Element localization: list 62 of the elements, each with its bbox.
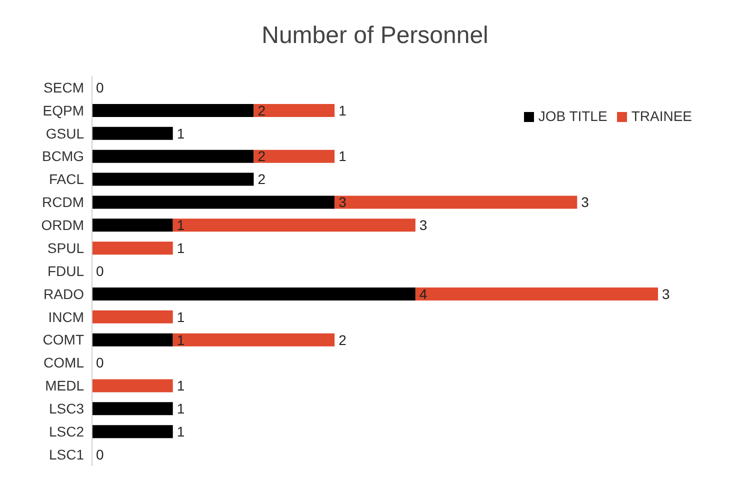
data-label: 0 [96,354,104,371]
y-tick-label: COML [44,354,84,371]
y-tick-label: SECM [44,79,84,96]
data-label: 1 [176,125,185,142]
bar [92,287,416,300]
bar [92,333,173,346]
bar [92,172,254,186]
data-label: 2 [258,171,266,188]
bar [334,196,578,209]
y-tick-label: LSC3 [48,400,84,417]
data-label: 2 [338,332,347,348]
bar [172,218,416,232]
y-tick-label: COMT [42,332,84,348]
data-label: 1 [176,240,185,256]
data-label: 4 [419,286,428,302]
y-tick-label: FACL [48,171,84,188]
data-label: 1 [176,332,185,348]
data-label: 1 [338,102,347,118]
bar [92,379,173,392]
data-label: 1 [176,217,185,234]
bar [415,287,658,300]
y-tick-label: BCMG [42,148,84,164]
bar [92,126,173,140]
data-label: 1 [176,308,185,325]
y-tick-label: MEDL [45,378,84,394]
bar [92,150,254,163]
bar [92,196,335,209]
legend-label: TRAINEE [631,108,692,124]
y-tick-label: ORDM [41,217,84,234]
legend-label: JOB TITLE [538,108,608,124]
y-tick-label: GSUL [46,125,84,142]
bar [92,402,173,416]
data-label: 0 [96,446,104,462]
data-label: 1 [176,400,185,417]
data-label: 2 [258,102,266,118]
bar [92,425,173,438]
chart-title: Number of Personnel [260,22,490,50]
data-label: 3 [338,194,347,210]
bar [92,218,173,232]
data-label: 2 [258,148,266,164]
y-tick-label: RCDM [42,194,84,210]
data-label: 1 [176,378,185,394]
bar [172,333,335,346]
y-tick-label: RADO [44,286,84,302]
bar [254,104,335,117]
bar [92,310,173,324]
bar [92,242,173,255]
bar [92,104,254,117]
data-label: 3 [419,217,428,234]
y-tick-label: LSC1 [48,446,84,462]
y-tick-label: LSC2 [48,423,84,440]
bar [254,150,335,163]
data-label: 1 [338,148,347,164]
data-label: 1 [176,424,185,440]
data-label: 3 [581,194,590,210]
y-tick-label: INCM [48,308,84,325]
y-tick-label: SPUL [47,240,84,256]
y-tick-label: FDUL [47,262,84,279]
data-label: 0 [96,262,104,279]
data-label: 0 [96,79,104,96]
y-tick-label: EQPM [42,102,84,118]
data-label: 3 [662,286,670,302]
